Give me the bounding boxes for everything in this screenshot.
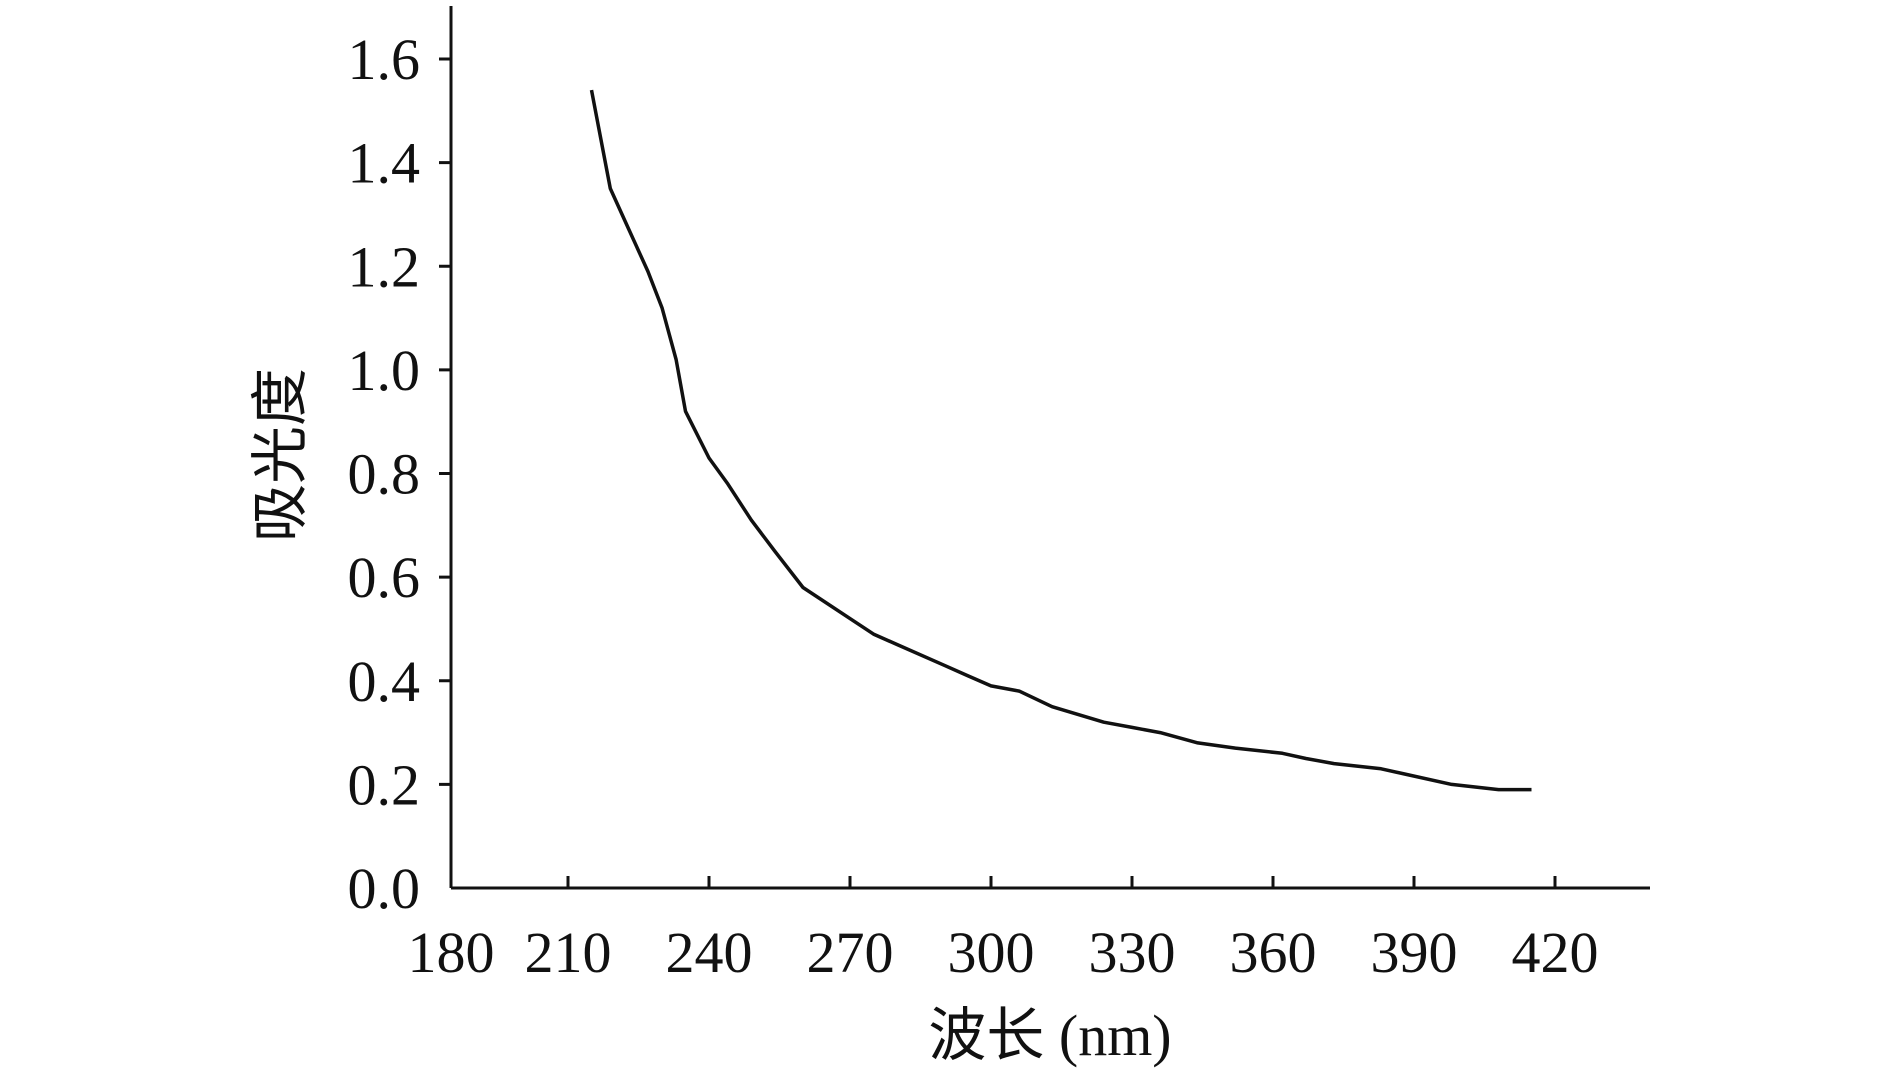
y-tick-label: 1.6 [348, 27, 421, 92]
x-tick-label: 270 [807, 920, 894, 985]
y-tick-label: 0.8 [348, 442, 421, 507]
y-tick-label: 1.4 [348, 131, 421, 196]
y-tick-label: 0.2 [348, 752, 421, 817]
x-tick-label: 420 [1512, 920, 1599, 985]
y-tick-label: 1.2 [348, 234, 421, 299]
x-tick-label: 390 [1371, 920, 1458, 985]
y-tick-label: 0.6 [348, 545, 421, 610]
x-tick-label: 210 [525, 920, 612, 985]
ticks: 0.0 0.2 0.4 0.6 0.8 1.0 1.2 1.4 1.6 180 210 240 270 3… [348, 27, 1599, 985]
x-tick-label: 180 [408, 920, 495, 985]
x-tick-label: 330 [1089, 920, 1176, 985]
y-tick-label: 0.4 [348, 649, 421, 714]
absorbance-curve [589, 89, 1532, 792]
y-axis-label: 吸光度 [248, 368, 313, 542]
x-tick-label: 300 [948, 920, 1035, 985]
axes [449, 6, 1650, 890]
x-tick-label: 360 [1230, 920, 1317, 985]
y-tick-label: 0.0 [348, 856, 421, 921]
x-tick-label: 240 [666, 920, 753, 985]
y-tick-label: 1.0 [348, 338, 421, 403]
x-axis-label: 波长 (nm) [928, 1003, 1171, 1068]
